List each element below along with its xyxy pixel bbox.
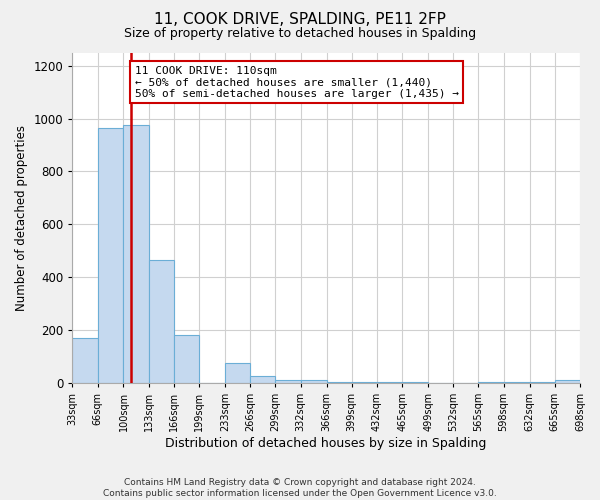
Bar <box>301 380 326 383</box>
Bar <box>503 382 530 383</box>
Text: 11, COOK DRIVE, SPALDING, PE11 2FP: 11, COOK DRIVE, SPALDING, PE11 2FP <box>154 12 446 28</box>
Y-axis label: Number of detached properties: Number of detached properties <box>15 125 28 311</box>
Bar <box>149 260 174 383</box>
Bar <box>174 336 199 383</box>
Text: Size of property relative to detached houses in Spalding: Size of property relative to detached ho… <box>124 28 476 40</box>
Bar <box>555 380 580 383</box>
Bar <box>530 382 555 383</box>
Text: 11 COOK DRIVE: 110sqm
← 50% of detached houses are smaller (1,440)
50% of semi-d: 11 COOK DRIVE: 110sqm ← 50% of detached … <box>135 66 459 99</box>
X-axis label: Distribution of detached houses by size in Spalding: Distribution of detached houses by size … <box>166 437 487 450</box>
Bar <box>402 382 428 383</box>
Bar <box>352 382 377 383</box>
Bar <box>250 376 275 383</box>
Bar <box>326 382 352 383</box>
Bar <box>225 363 250 383</box>
Bar <box>98 128 124 383</box>
Bar <box>124 125 149 383</box>
Bar <box>377 382 402 383</box>
Text: Contains HM Land Registry data © Crown copyright and database right 2024.
Contai: Contains HM Land Registry data © Crown c… <box>103 478 497 498</box>
Bar <box>275 380 301 383</box>
Bar <box>478 382 503 383</box>
Bar <box>73 338 98 383</box>
